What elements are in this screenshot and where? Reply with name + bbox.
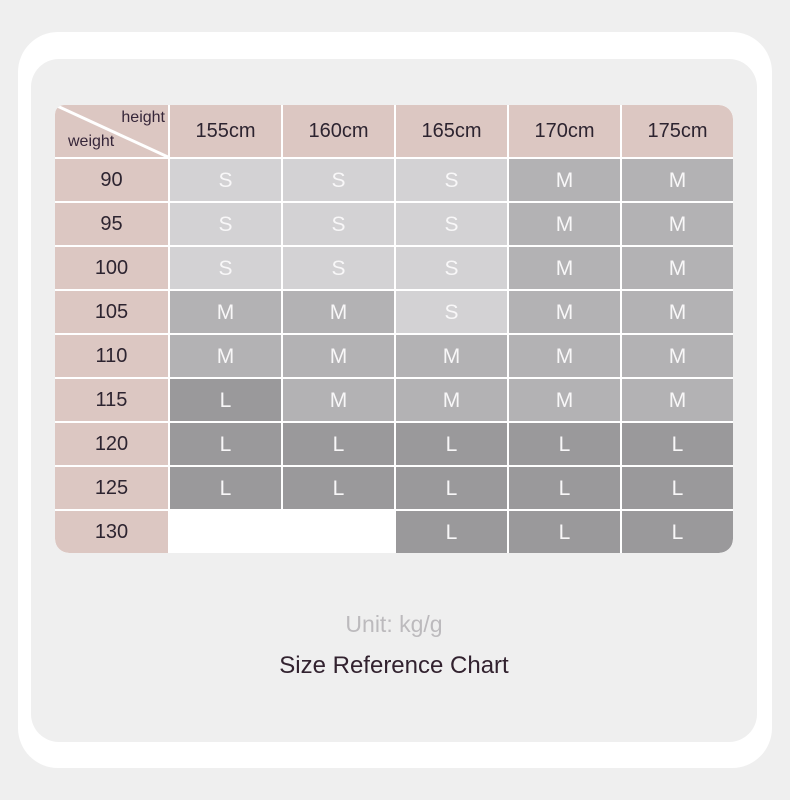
corner-label-height: height xyxy=(121,109,165,126)
row-header-130: 130 xyxy=(55,511,168,553)
col-header-160cm: 160cm xyxy=(283,105,394,157)
page-title: Size Reference Chart xyxy=(279,652,509,679)
row-header-120: 120 xyxy=(55,423,168,465)
size-cell-95-165cm: S xyxy=(396,203,507,245)
size-cell-120-170cm: L xyxy=(509,423,620,465)
col-header-165cm: 165cm xyxy=(396,105,507,157)
corner-label-weight: weight xyxy=(68,133,115,150)
row-header-105: 105 xyxy=(55,291,168,333)
size-cell-130-165cm: L xyxy=(396,511,507,553)
size-cell-110-155cm: M xyxy=(170,335,281,377)
size-cell-90-160cm: S xyxy=(283,159,394,201)
col-header-175cm: 175cm xyxy=(622,105,733,157)
diagonal-line xyxy=(55,105,168,157)
size-cell-100-160cm: S xyxy=(283,247,394,289)
size-table: height weight 155cm 160cm 165cm 170cm 175cm 9… xyxy=(55,105,733,553)
size-cell-115-155cm: L xyxy=(170,379,281,421)
row-header-110: 110 xyxy=(55,335,168,377)
row-header-95: 95 xyxy=(55,203,168,245)
size-cell-105-170cm: M xyxy=(509,291,620,333)
size-cell-110-160cm: M xyxy=(283,335,394,377)
empty-cell-130-155cm xyxy=(170,511,281,553)
size-cell-105-175cm: M xyxy=(622,291,733,333)
size-cell-100-170cm: M xyxy=(509,247,620,289)
size-cell-120-165cm: L xyxy=(396,423,507,465)
size-cell-90-155cm: S xyxy=(170,159,281,201)
row-header-90: 90 xyxy=(55,159,168,201)
size-cell-90-170cm: M xyxy=(509,159,620,201)
row-header-115: 115 xyxy=(55,379,168,421)
row-header-125: 125 xyxy=(55,467,168,509)
size-cell-130-170cm: L xyxy=(509,511,620,553)
size-cell-95-175cm: M xyxy=(622,203,733,245)
row-header-100: 100 xyxy=(55,247,168,289)
size-cell-115-160cm: M xyxy=(283,379,394,421)
size-cell-115-165cm: M xyxy=(396,379,507,421)
size-cell-100-165cm: S xyxy=(396,247,507,289)
inner-panel: height weight 155cm 160cm 165cm 170cm 175cm 9… xyxy=(31,59,757,742)
col-header-155cm: 155cm xyxy=(170,105,281,157)
size-cell-95-155cm: S xyxy=(170,203,281,245)
col-header-170cm: 170cm xyxy=(509,105,620,157)
size-cell-95-160cm: S xyxy=(283,203,394,245)
size-cell-110-165cm: M xyxy=(396,335,507,377)
size-cell-125-175cm: L xyxy=(622,467,733,509)
size-cell-130-175cm: L xyxy=(622,511,733,553)
size-cell-125-155cm: L xyxy=(170,467,281,509)
unit-label: Unit: kg/g xyxy=(345,611,443,637)
size-cell-115-175cm: M xyxy=(622,379,733,421)
size-cell-105-160cm: M xyxy=(283,291,394,333)
size-cell-125-165cm: L xyxy=(396,467,507,509)
size-cell-110-175cm: M xyxy=(622,335,733,377)
size-cell-110-170cm: M xyxy=(509,335,620,377)
empty-cell-130-160cm xyxy=(283,511,394,553)
table-corner-cell: height weight xyxy=(55,105,168,157)
size-cell-125-170cm: L xyxy=(509,467,620,509)
size-cell-90-165cm: S xyxy=(396,159,507,201)
size-cell-120-155cm: L xyxy=(170,423,281,465)
size-cell-115-170cm: M xyxy=(509,379,620,421)
size-cell-105-165cm: S xyxy=(396,291,507,333)
size-cell-125-160cm: L xyxy=(283,467,394,509)
size-cell-120-160cm: L xyxy=(283,423,394,465)
size-cell-100-155cm: S xyxy=(170,247,281,289)
size-cell-90-175cm: M xyxy=(622,159,733,201)
size-cell-95-170cm: M xyxy=(509,203,620,245)
size-cell-120-175cm: L xyxy=(622,423,733,465)
size-cell-105-155cm: M xyxy=(170,291,281,333)
size-cell-100-175cm: M xyxy=(622,247,733,289)
content-card: height weight 155cm 160cm 165cm 170cm 175cm 9… xyxy=(18,32,772,768)
